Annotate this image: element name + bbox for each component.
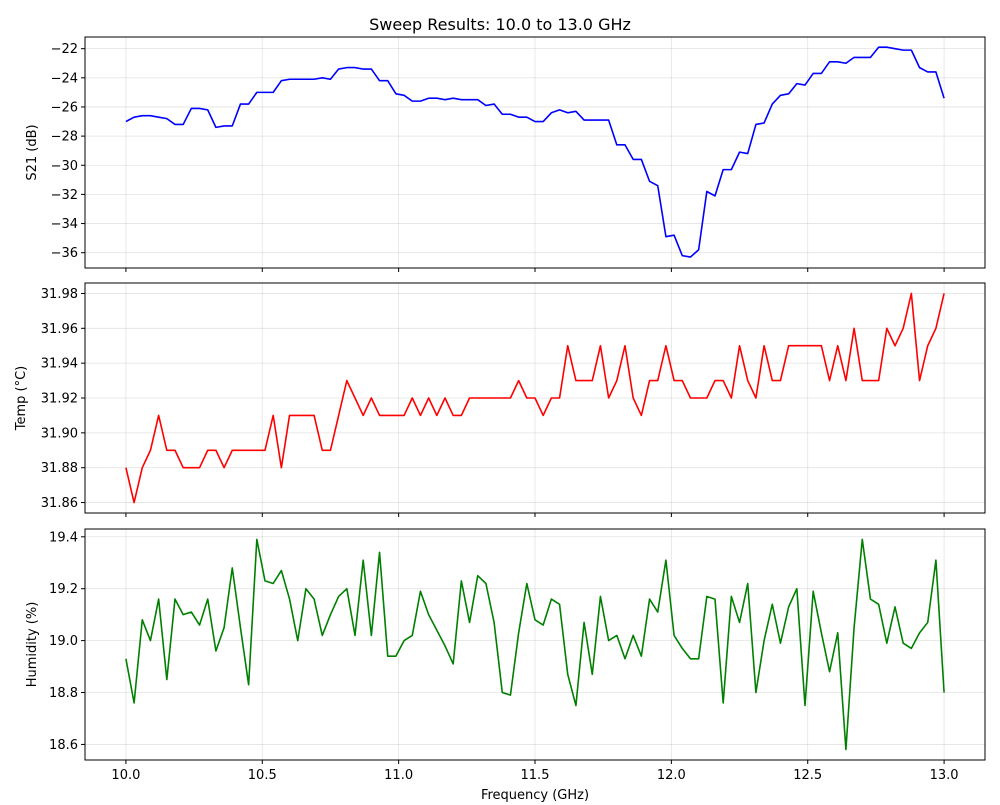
x-tick-label: 13.0 xyxy=(930,768,959,783)
y-tick-label: −32 xyxy=(51,188,78,203)
x-tick-label: 10.0 xyxy=(111,768,140,783)
panel-1: −36 −34 −32 −30 −28 −26 −24 −22 S21 (dB) xyxy=(25,36,986,272)
y-tick-label: −34 xyxy=(51,217,78,232)
chart-title: Sweep Results: 10.0 to 13.0 GHz xyxy=(369,15,631,34)
y-tick-label: 19.4 xyxy=(49,530,78,545)
y-tick-label: −22 xyxy=(51,42,78,57)
y-axis-label: Humidity (%) xyxy=(25,602,40,688)
y-tick-label: 18.8 xyxy=(49,686,78,701)
y-tick-label: 31.94 xyxy=(41,357,78,372)
y-axis-label: Temp (°C) xyxy=(14,366,29,432)
x-tick-label: 12.0 xyxy=(657,768,686,783)
y-tick-label: 31.92 xyxy=(41,392,78,407)
series-line xyxy=(125,46,945,258)
y-tick-label: −24 xyxy=(51,71,78,86)
y-tick-label: 18.6 xyxy=(49,738,78,753)
series-line xyxy=(125,538,945,751)
x-tick-label: 10.5 xyxy=(248,768,277,783)
series-line xyxy=(125,292,945,504)
panel-3: 18.6 18.8 19.0 19.2 19.4 10.0 10.5 11.0 11.5 12.0… xyxy=(25,528,986,783)
y-tick-label: 19.0 xyxy=(49,634,78,649)
x-tick-label: 11.0 xyxy=(384,768,413,783)
y-tick-label: 19.2 xyxy=(49,582,78,597)
y-tick-label: 31.98 xyxy=(41,287,78,302)
y-tick-label: 31.90 xyxy=(41,426,78,441)
x-axis-label: Frequency (GHz) xyxy=(481,788,589,803)
panel-2: 31.86 31.88 31.90 31.92 31.94 31.96 31.98 Temp … xyxy=(14,282,986,517)
x-tick-label: 12.5 xyxy=(793,768,822,783)
y-tick-label: −30 xyxy=(51,159,78,174)
y-tick-label: −26 xyxy=(51,100,78,115)
y-tick-label: −28 xyxy=(51,130,78,145)
y-tick-label: 31.86 xyxy=(41,496,78,511)
y-tick-label: 31.88 xyxy=(41,461,78,476)
y-axis-label: S21 (dB) xyxy=(25,124,40,180)
x-tick-label: 11.5 xyxy=(521,768,550,783)
y-tick-label: −36 xyxy=(51,246,78,261)
y-tick-label: 31.96 xyxy=(41,322,78,337)
